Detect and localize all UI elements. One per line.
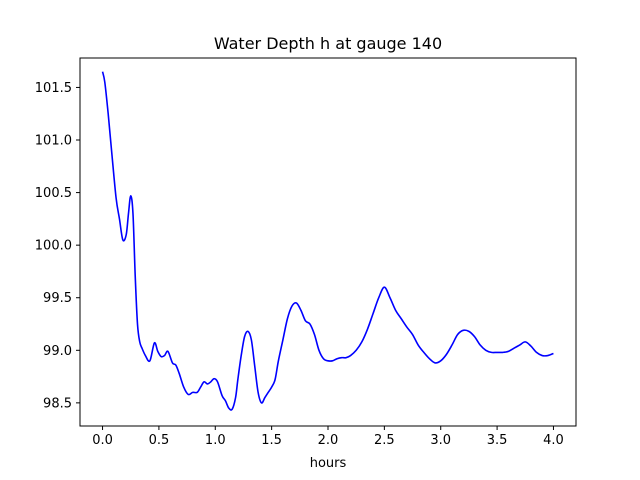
x-tick-label: 2.5 [374,433,395,448]
x-tick-label: 0.0 [92,433,113,448]
series-line-0 [101,71,554,411]
x-tick-label: 1.0 [205,433,226,448]
y-tick-label: 98.5 [43,396,72,411]
x-tick-label: 1.5 [261,433,282,448]
plot-frame [79,57,577,427]
y-tick-label: 99.0 [43,344,72,359]
series-layer [101,71,554,411]
y-tick-label: 101.0 [35,134,72,149]
chart-title: Water Depth h at gauge 140 [214,34,442,53]
x-tick-label: 4.0 [543,433,564,448]
y-tick-label: 100.5 [35,186,72,201]
y-tick-label: 100.0 [35,239,72,254]
x-tick-label: 3.0 [430,433,451,448]
x-tick-label: 2.0 [318,433,339,448]
ticks-layer: 0.0 0.5 1.0 1.5 2.0 2.5 3.0 3.5 4.0 98.5 99.0 99.5 1… [35,81,564,448]
x-tick-label: 3.5 [487,433,508,448]
y-tick-label: 101.5 [35,81,72,96]
x-tick-label: 0.5 [149,433,170,448]
y-tick-label: 99.5 [43,291,72,306]
x-axis-label: hours [310,456,347,471]
